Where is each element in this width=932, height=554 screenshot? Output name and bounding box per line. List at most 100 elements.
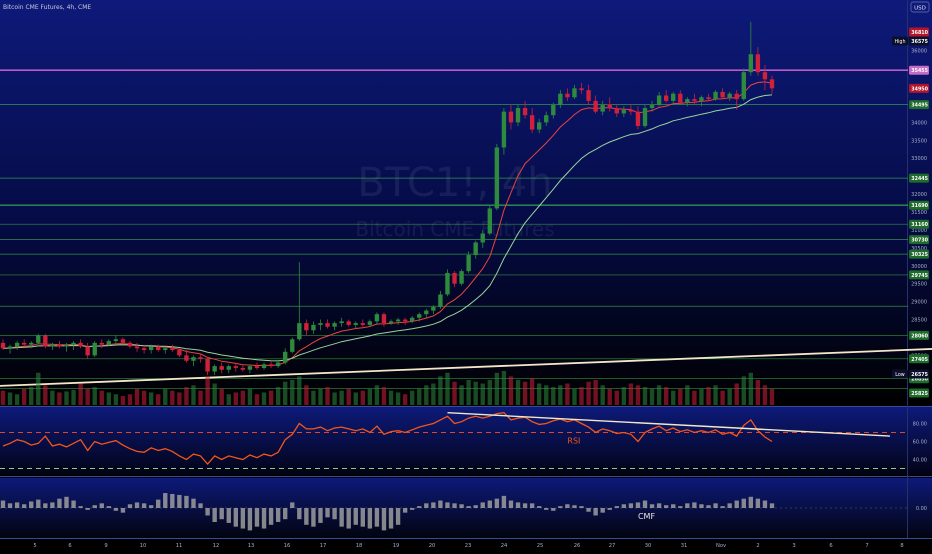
cmf-bar [494,498,500,508]
candle [134,342,140,352]
volume-bar [163,388,168,405]
candle-body [92,342,97,356]
candle-body [170,348,175,351]
price-label-badge [909,249,929,259]
volume-bar [748,372,754,405]
candle [417,312,422,322]
candle-body [367,321,373,325]
price-label-value: 35455 [911,68,928,74]
volume-bar [600,385,605,405]
candle-body [656,95,662,105]
candle-body [21,342,27,345]
cmf-bar [304,508,309,525]
candle-body [565,93,570,98]
candle [374,312,380,325]
cmf-bar [219,508,224,520]
candle-body [127,342,133,347]
currency-badge[interactable] [910,1,930,13]
candle-body [141,348,147,351]
candle [388,319,394,325]
rsi-tick-label: 60.00 [913,440,927,446]
volume-bar [593,379,598,405]
cmf-bar [706,505,711,508]
volume-bar [0,390,6,405]
price-label-low: 26575 Low [892,369,929,379]
candle-body [544,115,549,123]
volume-bars [0,371,775,405]
volume-bar [57,392,62,405]
volume-bar [191,385,196,405]
price-label-value: 26575 [911,372,928,378]
candle [99,339,104,349]
candle [50,342,55,351]
price-tick-label: 29500 [911,282,927,288]
price-tick-label: 29000 [911,300,927,306]
candle [494,143,500,211]
candle-body [536,122,542,130]
candle-body [727,93,732,98]
time-tick-label: 6 [829,543,832,549]
candle-body [713,91,718,100]
rsi-pane-background [0,407,932,475]
cmf-bar [29,501,34,508]
volume-bar [649,388,655,405]
cmf-bar [92,505,97,508]
volume-bar [720,390,725,405]
candle [29,341,34,349]
cmf-bar [127,504,133,508]
cmf-bar [769,503,775,508]
cmf-bar [191,498,196,508]
candle [431,305,436,315]
volume-bar [212,383,217,405]
candle [21,339,27,347]
candle-body [762,72,768,80]
candle-body [473,242,478,256]
volume-bar [565,383,570,405]
cmf-bar [424,503,429,508]
cmf-bar [487,500,492,508]
candle [170,344,175,352]
volume-bar [297,376,302,405]
candle-body [311,324,316,331]
candle [508,104,514,130]
candle [268,360,274,368]
cmf-bar [558,506,563,508]
price-label-badge [909,65,929,75]
volume-bar [508,376,514,405]
candle [529,108,535,134]
candle-body [290,339,295,352]
candle-body [699,97,704,101]
volume-bar [614,390,619,405]
time-tick-label: 18 [356,543,363,549]
volume-bar [480,383,485,405]
cmf-tick-label: 0.00 [916,506,927,512]
cmf-bar [649,504,655,508]
price-label-resistance: 35455 [909,65,929,75]
volume-bar [219,388,224,405]
time-tick-label: 5 [33,543,36,549]
time-tick-label: Nov [716,543,726,549]
time-tick-label: 19 [393,543,400,549]
candle [212,364,217,376]
price-label-value: 26850 [911,377,928,383]
cmf-bar [226,508,231,523]
cmf-bar [332,508,337,520]
cmf-bar [685,503,690,508]
cmf-bar [339,508,344,527]
candle [466,251,471,273]
candle-body [156,346,161,351]
volume-bar [551,387,556,405]
candle-body [431,307,436,311]
cmf-bar [57,498,62,508]
candle [628,104,634,116]
volume-bar [635,385,641,405]
candle [297,262,302,342]
volume-bar [64,391,69,405]
price-label-support: 27405 [909,354,929,364]
candle [663,90,669,103]
currency-label[interactable]: USD [914,6,926,12]
volume-bar [290,379,295,405]
candle [748,21,754,76]
